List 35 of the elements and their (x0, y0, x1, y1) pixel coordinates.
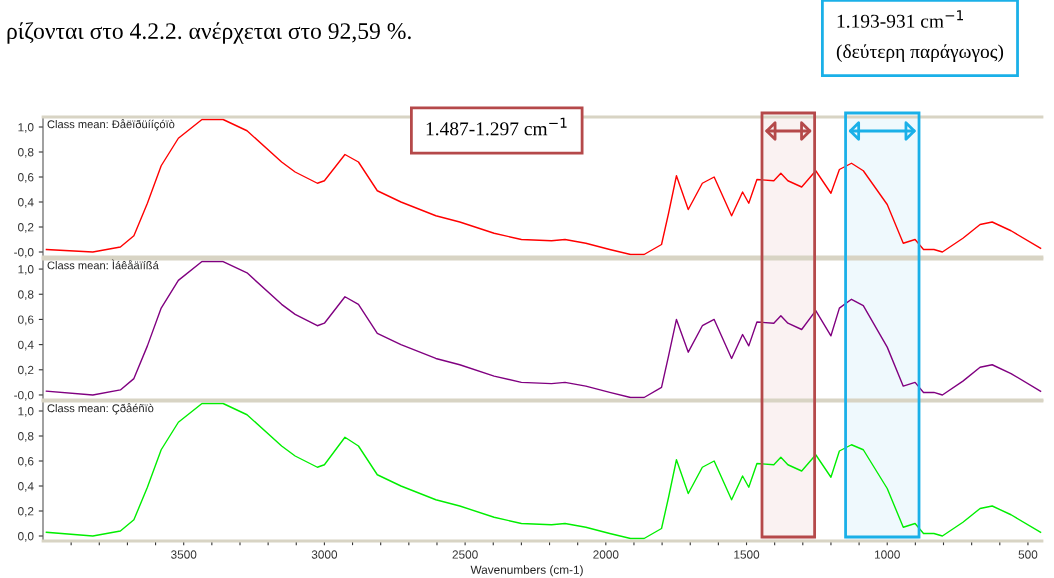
x-tick-label: 2000 (593, 550, 619, 559)
y-tick-label: 0,4 (18, 340, 34, 351)
text: 1.193-931 cm$^{−1}$ (δεύτερη παράγωγος) (836, 10, 1004, 63)
line-series (45, 402, 1042, 540)
x-tick-label: 3000 (311, 550, 338, 559)
y-tick-label: -0,0 (14, 391, 34, 401)
y-tick-label: 0,4 (18, 482, 34, 492)
y-tick-label: 0,8 (18, 432, 34, 442)
line-series (45, 118, 1042, 256)
chart-title: Class mean: Ðåëïðüííçóïò (47, 119, 175, 131)
y-tick-label: 0,8 (18, 148, 34, 158)
x-tick-label: 1000 (875, 550, 900, 559)
annotation: 1.487-1.297 cm$^{−1}$ (426, 117, 567, 136)
x-tick-label: 1500 (734, 550, 760, 559)
line-series (45, 260, 1042, 399)
y-tick-label: 0,0 (18, 532, 34, 542)
y-tick-label: 1,0 (18, 123, 34, 133)
chart-title: Class mean: Ìáêåäïíßá (47, 259, 159, 270)
x-axis-title: Wavenumbers (cm-1) (470, 565, 583, 577)
y-tick-label: 0,2 (18, 507, 34, 517)
y-tick-label: 0,6 (18, 457, 34, 467)
y-tick-label: -0,0 (14, 248, 34, 258)
y-tick-label: 1,0 (18, 407, 34, 417)
y-tick-label: 0,4 (18, 198, 34, 208)
x-tick-label: 2500 (452, 550, 478, 559)
y-tick-label: 1,0 (18, 265, 34, 275)
y-tick-label: 0,8 (18, 290, 34, 301)
y-tick-label: 0,2 (18, 365, 34, 376)
chart-title: Class mean: Çðåéñïò (47, 403, 154, 415)
y-tick-label: 0,6 (18, 315, 34, 326)
y-tick-label: 0,6 (18, 173, 34, 183)
x-tick-label: 3500 (171, 550, 197, 559)
x-tick-label: 500 (1018, 550, 1038, 559)
text: ρίζονται στο 4.2.2. ανέρχεται στο 92,59 %. (7, 22, 411, 44)
y-tick-label: 0,2 (18, 223, 34, 233)
